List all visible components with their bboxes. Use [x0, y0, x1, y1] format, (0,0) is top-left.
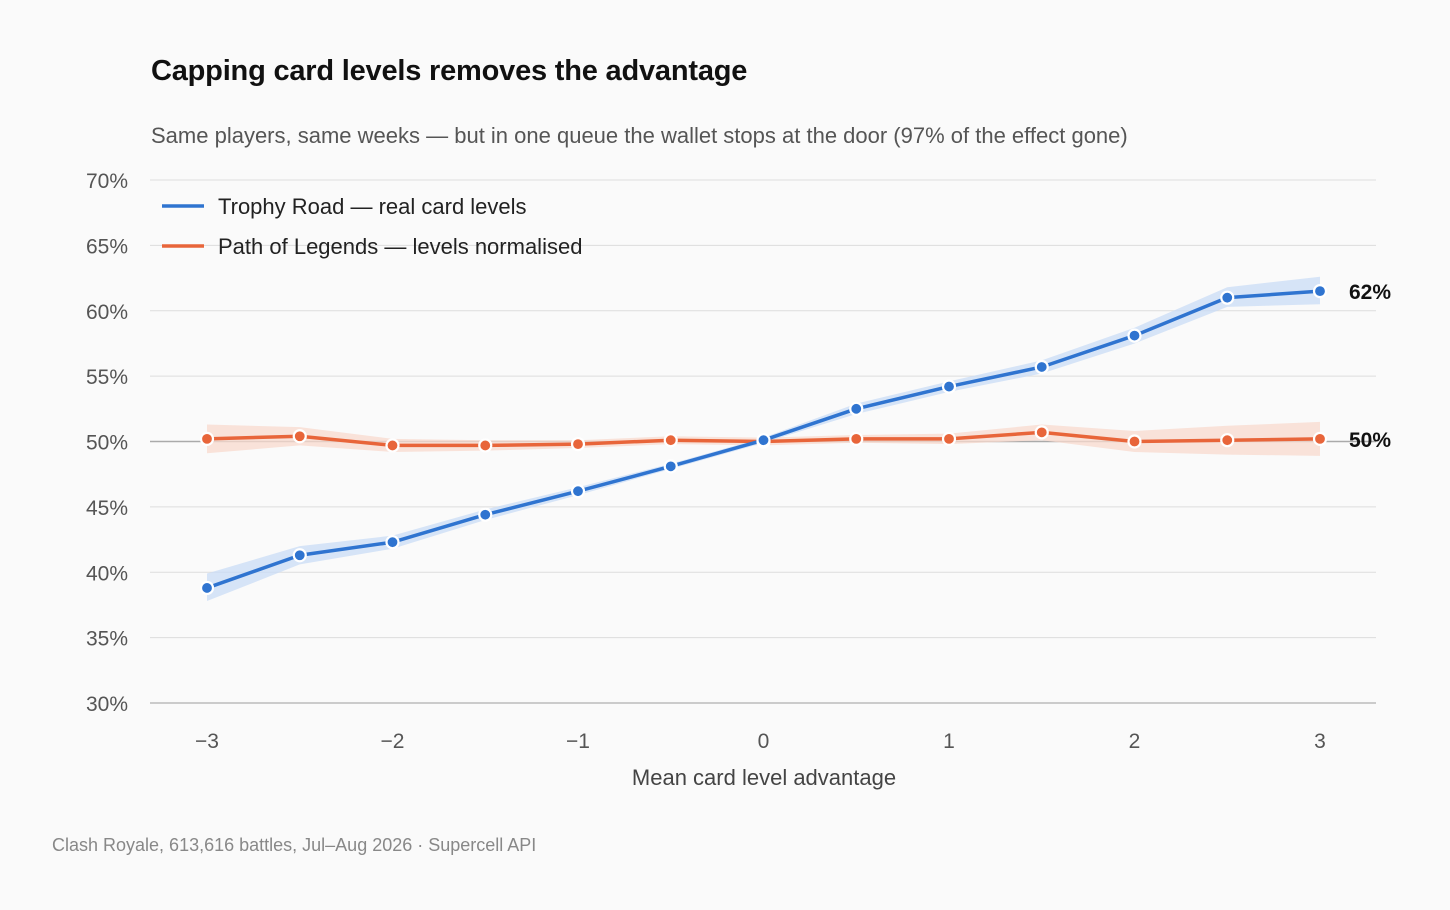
data-point-trophy-road	[570, 484, 586, 499]
data-points	[199, 284, 1328, 596]
data-point-trophy-road	[292, 548, 307, 563]
data-point-trophy-road	[849, 401, 864, 416]
data-point-trophy-road	[1312, 284, 1328, 299]
chart-title: Capping card levels removes the advantag…	[151, 55, 748, 87]
data-point-path-of-legends	[385, 438, 400, 453]
legend-label-path-of-legends: Path of Legends — levels normalised	[218, 234, 582, 259]
data-point-path-of-legends	[570, 437, 586, 452]
data-point-path-of-legends	[941, 431, 957, 446]
x-tick-label: −1	[566, 730, 590, 753]
data-point-trophy-road	[1127, 328, 1142, 343]
legend: Trophy Road — real card levels Path of L…	[162, 194, 582, 259]
data-point-path-of-legends	[1127, 434, 1142, 449]
data-point-trophy-road	[199, 580, 215, 596]
x-tick-label: 2	[1129, 730, 1141, 753]
data-point-trophy-road	[756, 433, 771, 448]
data-point-trophy-road	[1034, 359, 1049, 375]
y-tick-label: 55%	[86, 366, 128, 389]
y-tick-label: 65%	[86, 235, 128, 258]
y-tick-label: 60%	[86, 301, 128, 324]
data-point-path-of-legends	[478, 438, 493, 453]
y-tick-label: 70%	[86, 170, 128, 193]
y-tick-label: 30%	[86, 693, 128, 716]
y-axis-ticks: 30% 35% 40% 45% 50% 55% 60% 65% 70%	[86, 170, 128, 716]
legend-item-trophy-road: Trophy Road — real card levels	[162, 194, 527, 219]
end-label-trophy-road: 62%	[1349, 281, 1391, 304]
x-tick-label: −2	[381, 730, 405, 753]
y-tick-label: 35%	[86, 628, 128, 651]
x-tick-label: −3	[195, 730, 219, 753]
x-axis-ticks: −3 −2 −1 0 1 2 3	[195, 730, 1326, 753]
data-point-path-of-legends	[663, 433, 678, 448]
end-labels: 62% 50%	[1349, 281, 1391, 452]
y-tick-label: 45%	[86, 497, 128, 520]
x-axis-title: Mean card level advantage	[632, 765, 896, 790]
legend-item-path-of-legends: Path of Legends — levels normalised	[162, 234, 582, 259]
data-point-path-of-legends	[1034, 425, 1049, 440]
legend-label-trophy-road: Trophy Road — real card levels	[218, 194, 527, 219]
data-point-path-of-legends	[292, 429, 307, 444]
data-point-path-of-legends	[1312, 431, 1328, 446]
source-note: Clash Royale, 613,616 battles, Jul–Aug 2…	[52, 835, 537, 855]
data-point-trophy-road	[385, 535, 400, 550]
chart-subtitle: Same players, same weeks — but in one qu…	[151, 123, 1128, 148]
y-tick-label: 50%	[86, 432, 128, 455]
data-point-path-of-legends	[849, 431, 864, 446]
data-point-path-of-legends	[199, 431, 215, 446]
end-label-path-of-legends: 50%	[1349, 429, 1391, 452]
data-point-path-of-legends	[1220, 433, 1235, 448]
data-point-trophy-road	[1220, 290, 1235, 305]
data-point-trophy-road	[478, 507, 493, 522]
x-tick-label: 3	[1314, 730, 1326, 753]
x-tick-label: 1	[943, 730, 955, 753]
x-tick-label: 0	[758, 730, 770, 753]
y-tick-label: 40%	[86, 562, 128, 585]
data-point-trophy-road	[663, 459, 678, 474]
data-point-trophy-road	[941, 379, 957, 394]
